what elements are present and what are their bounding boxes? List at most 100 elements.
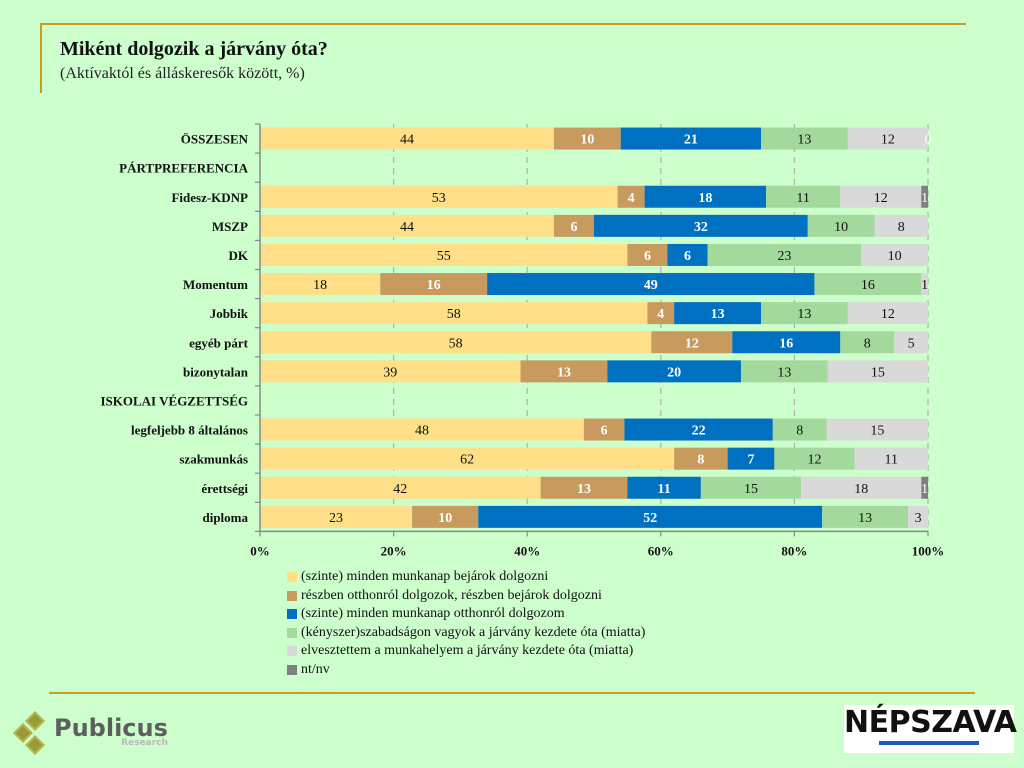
data-label: 52 (643, 511, 657, 526)
data-label: 13 (797, 307, 811, 322)
data-label: 15 (870, 424, 884, 439)
data-label: 20 (667, 365, 681, 380)
bar-segment (894, 331, 928, 354)
legend-item: részben otthonról dolgozok, részben bejá… (287, 587, 645, 606)
category-label: legfeljebb 8 általános (131, 423, 248, 438)
bar-segment (921, 273, 928, 296)
bar-segment (260, 214, 554, 237)
data-label: 39 (383, 365, 397, 380)
bar-segment (801, 476, 922, 499)
data-label: 13 (711, 307, 725, 322)
data-label: 15 (744, 482, 758, 497)
data-label: 1 (921, 278, 928, 293)
bar-segment (732, 331, 841, 354)
data-label: 42 (393, 482, 407, 497)
category-label: érettségi (201, 481, 248, 496)
data-label: 10 (580, 133, 594, 148)
bar-segment (827, 360, 928, 383)
bar-segment (921, 185, 928, 208)
bar-segment (260, 273, 381, 296)
legend-label: nt/nv (301, 661, 330, 677)
category-label: Momentum (183, 277, 248, 292)
data-label: 44 (400, 133, 414, 148)
data-label: 8 (864, 336, 871, 351)
legend-swatch (287, 664, 297, 675)
category-label: egyéb párt (189, 335, 249, 350)
bar-segment (478, 505, 823, 528)
bar-segment (260, 243, 628, 266)
legend-item: (kényszer)szabadságon vagyok a járvány k… (287, 624, 645, 643)
data-label: 10 (888, 249, 902, 264)
nepszava-name: NÉPSZAVA (844, 705, 1017, 740)
data-label: 13 (797, 133, 811, 148)
legend-label: (szinte) minden munkanap bejárok dolgozn… (301, 569, 549, 584)
data-label: 12 (807, 453, 821, 468)
bar-segment (412, 505, 479, 528)
bar-segment (594, 214, 808, 237)
legend-label: elvesztettem a munkahelyem a járvány kez… (301, 643, 634, 658)
bar-segment (921, 476, 928, 499)
bar-segment (260, 476, 541, 499)
data-label: 53 (432, 191, 446, 206)
data-label: 8 (697, 453, 704, 468)
bar-segment (707, 243, 862, 266)
data-label: 8 (898, 220, 905, 235)
bar-segment (260, 185, 618, 208)
bar-segment (647, 302, 675, 325)
data-label: 49 (644, 278, 658, 293)
bar-segment (651, 331, 733, 354)
data-label: 10 (438, 511, 452, 526)
left-frame-line (40, 23, 42, 93)
data-label: 11 (796, 191, 809, 206)
bar-segment (861, 243, 928, 266)
bar-segment (740, 360, 828, 383)
category-label: MSZP (212, 219, 248, 234)
x-tick-label: 80% (781, 543, 807, 558)
bar-segment (761, 127, 848, 150)
category-label: szakmunkás (179, 452, 248, 467)
data-label: 8 (796, 424, 803, 439)
legend-swatch (287, 627, 297, 638)
data-label: 13 (777, 365, 791, 380)
data-label: 21 (684, 133, 698, 148)
data-label: 3 (915, 511, 922, 526)
legend-label: részben otthonról dolgozok, részben bejá… (301, 587, 602, 603)
bar-segment (540, 476, 628, 499)
legend-item: (szinte) minden munkanap otthonról dolgo… (287, 605, 645, 624)
category-label: DK (229, 248, 249, 263)
bar-segment (727, 447, 775, 470)
data-label: 58 (449, 336, 463, 351)
bar-segment (260, 447, 675, 470)
data-label: 0 (925, 133, 932, 148)
data-label: 58 (447, 307, 461, 322)
legend-label: (szinte) minden munkanap otthonról dolgo… (301, 606, 565, 621)
data-label: 12 (881, 307, 895, 322)
data-label: 32 (694, 220, 708, 235)
x-tick-label: 100% (912, 543, 945, 558)
publicus-logo: Publicus Research (13, 711, 168, 755)
data-label: 55 (437, 249, 451, 264)
bar-segment (260, 360, 521, 383)
legend-item: nt/nv (287, 661, 645, 680)
data-label: 5 (908, 336, 915, 351)
bar-segment (583, 418, 625, 441)
bar-segment (620, 127, 761, 150)
bar-segment (260, 331, 652, 354)
data-label: 44 (400, 220, 414, 235)
category-label: ÖSSZESEN (181, 132, 249, 147)
data-label: 23 (329, 511, 343, 526)
bar-segment (847, 127, 928, 150)
bar-segment (700, 476, 802, 499)
bar-segment (644, 185, 767, 208)
data-label: 13 (577, 482, 591, 497)
bar-segment (826, 418, 928, 441)
publicus-diamond-icon (13, 711, 50, 755)
data-label: 23 (777, 249, 791, 264)
bar-segment (766, 185, 841, 208)
category-label: bizonytalan (183, 364, 249, 379)
chart-subtitle: (Aktívaktól és álláskeresők között, %) (60, 65, 305, 82)
bar-segment (260, 505, 413, 528)
category-label: Jobbik (210, 306, 249, 321)
bar-segment (667, 243, 708, 266)
bar-segment (674, 302, 761, 325)
